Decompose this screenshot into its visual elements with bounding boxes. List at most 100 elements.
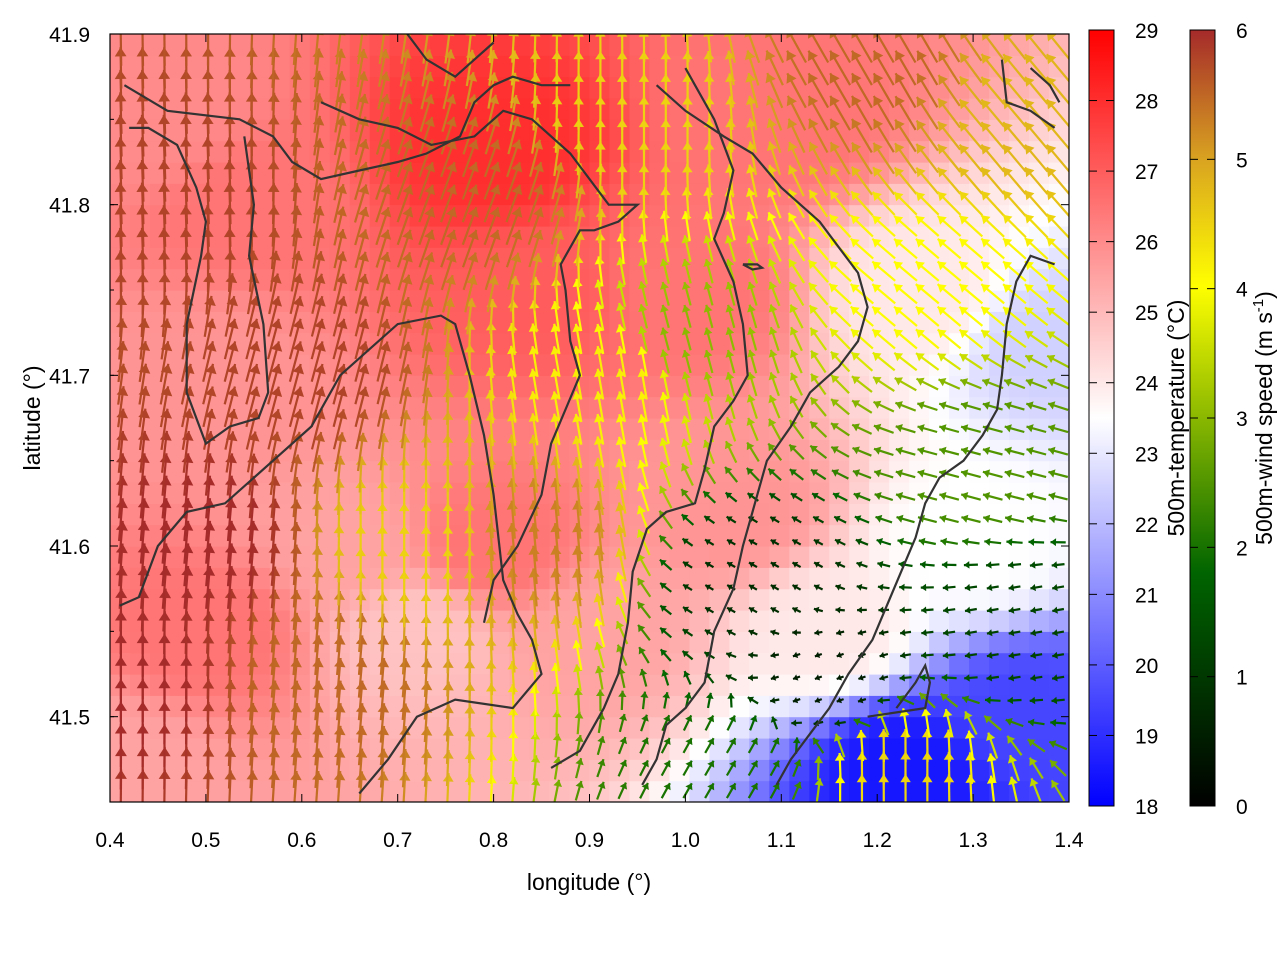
wind-arrow	[617, 759, 628, 777]
wind-arrow	[486, 275, 499, 313]
temperature-cell	[229, 34, 251, 56]
wind-arrow	[377, 748, 389, 788]
wind-arrow	[850, 328, 874, 350]
temperature-cell	[749, 652, 770, 675]
wind-arrow	[224, 566, 237, 609]
wind-arrow	[1028, 757, 1044, 780]
temperature-cell	[449, 503, 471, 526]
temperature-cell	[150, 55, 171, 78]
wind-arrow	[529, 139, 544, 177]
temperature-cell	[189, 652, 211, 675]
temperature-cell	[289, 396, 311, 419]
temperature-cell	[869, 332, 890, 355]
wind-arrow	[682, 760, 693, 777]
wind-arrow	[917, 446, 938, 456]
wind-arrow	[659, 582, 672, 593]
temperature-cell	[729, 396, 750, 419]
wind-arrow	[1045, 144, 1069, 173]
y-axis-label: latitude (°)	[19, 365, 45, 470]
temperature-cell	[1049, 695, 1069, 718]
wind-arrow	[724, 466, 739, 483]
wind-arrow	[986, 732, 999, 759]
temperature-cell	[909, 759, 930, 782]
wind-arrow	[595, 208, 607, 244]
y-axis: 41.541.641.741.841.9	[49, 24, 1069, 803]
wind-arrow	[461, 184, 479, 223]
temperature-cell	[989, 674, 1010, 696]
wind-arrow	[246, 680, 259, 721]
wind-arrow	[1002, 189, 1027, 217]
temperature-cell	[429, 674, 451, 696]
wind-arrow	[505, 206, 523, 246]
wind-arrow	[878, 629, 889, 636]
wind-arrow	[849, 260, 875, 282]
wind-arrow	[550, 346, 561, 377]
wind-arrow	[725, 674, 737, 682]
wind-arrow	[958, 305, 984, 327]
wind-arrow	[835, 606, 845, 614]
wind-arrow	[267, 408, 282, 450]
wind-arrow	[377, 409, 390, 449]
temperature-cell	[809, 34, 830, 56]
wind-arrow	[485, 501, 497, 539]
wind-arrow	[141, 34, 145, 66]
wind-arrow	[377, 657, 390, 698]
temperature-cell	[849, 716, 870, 739]
wind-arrow	[703, 235, 714, 262]
wind-arrow	[705, 692, 714, 709]
wind-arrow	[871, 191, 896, 216]
temperature-cell	[909, 567, 930, 590]
wind-arrow	[485, 546, 497, 584]
temperature-cell	[769, 738, 790, 760]
temperature-cell	[229, 55, 251, 78]
wind-arrow	[575, 757, 584, 779]
wind-arrow	[461, 206, 479, 246]
wind-arrow	[915, 328, 940, 350]
wind-arrow	[769, 782, 780, 799]
wind-arrow	[982, 469, 1003, 479]
temperature-cell	[709, 162, 730, 184]
temperature-cell	[489, 759, 511, 782]
temperature-cell	[150, 738, 171, 760]
wind-arrow	[917, 424, 938, 434]
wind-arrow	[116, 318, 128, 360]
wind-arrow	[964, 710, 978, 735]
temperature-cell	[1049, 162, 1069, 184]
temperature-cell	[209, 588, 231, 611]
wind-arrow	[829, 34, 852, 64]
temperature-cell	[189, 290, 211, 312]
wind-arrow	[310, 295, 326, 337]
wind-arrow	[115, 498, 128, 542]
temperature-cell	[889, 76, 910, 99]
wind-arrow	[355, 748, 368, 788]
wind-arrow	[508, 50, 520, 86]
y-tick-label: 41.8	[49, 195, 90, 218]
wind-arrow	[871, 237, 896, 260]
temperature-cell	[729, 439, 750, 462]
wind-arrow	[464, 275, 478, 313]
wind-arrow	[290, 115, 302, 156]
wind-arrow	[268, 635, 281, 676]
wind-arrow	[268, 680, 281, 721]
temperature-cell	[469, 268, 491, 291]
temperature-cell	[1029, 76, 1050, 99]
wind-arrow	[936, 328, 962, 350]
wind-arrow	[791, 781, 802, 800]
wind-arrow	[615, 572, 628, 603]
temperature-cell	[669, 418, 690, 440]
temperature-cell	[889, 34, 910, 56]
wind-arrow	[1002, 237, 1027, 260]
wind-arrow	[937, 166, 962, 195]
wind-arrow	[878, 606, 890, 614]
temperature-cell	[449, 759, 471, 782]
wind-arrow	[462, 252, 479, 291]
temperature-cell	[249, 674, 271, 696]
wind-arrow	[181, 565, 194, 609]
temperature-cell	[969, 204, 990, 227]
wind-arrow	[1024, 166, 1049, 195]
wind-arrow	[375, 229, 392, 268]
wind-arrow	[638, 326, 649, 352]
temperature-cell	[889, 204, 910, 227]
wind-arrow	[440, 252, 457, 291]
wind-arrow	[942, 606, 956, 614]
